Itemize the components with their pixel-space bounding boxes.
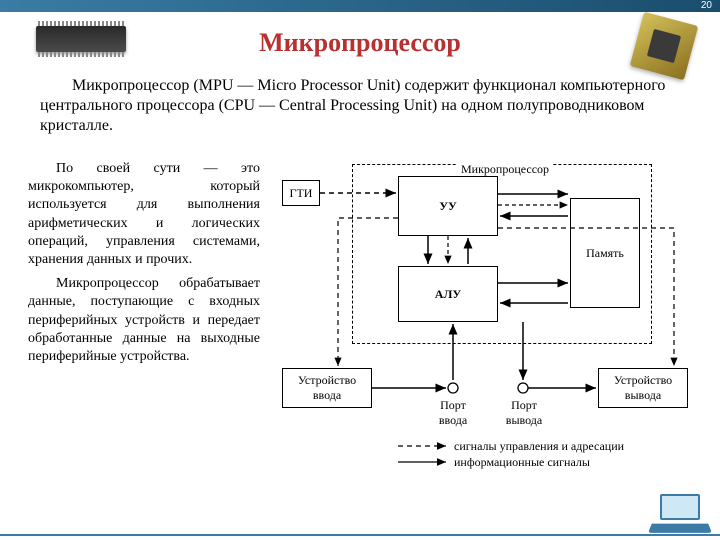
legend-solid: информационные сигналы [454,455,590,470]
mpu-frame-label: Микропроцессор [457,162,553,177]
port-input-label: Портввода [423,398,483,428]
top-bar [0,0,720,12]
side-text: По своей сути — это микрокомпьютер, кото… [28,160,260,372]
bottom-rule [0,534,720,536]
laptop-icon [650,494,710,534]
slide-title: Микропроцессор [0,28,720,58]
node-alu: АЛУ [398,266,498,322]
block-diagram: Микропроцессор ГТИ УУ АЛУ Память Устройс… [278,158,698,488]
side-p2: Микропроцессор обрабатывает данные, пост… [28,275,260,366]
node-control-unit: УУ [398,176,498,236]
page-number: 20 [701,0,712,12]
port-output-label: Портвывода [494,398,554,428]
side-p1: По своей сути — это микрокомпьютер, кото… [28,160,260,269]
legend-dashed: сигналы управления и адресации [454,439,624,454]
node-output-device: Устройствовывода [598,368,688,408]
node-gti: ГТИ [282,180,320,206]
intro-paragraph: Микропроцессор (MPU — Micro Processor Un… [40,76,684,136]
node-input-device: Устройствоввода [282,368,372,408]
node-memory: Память [570,198,640,308]
